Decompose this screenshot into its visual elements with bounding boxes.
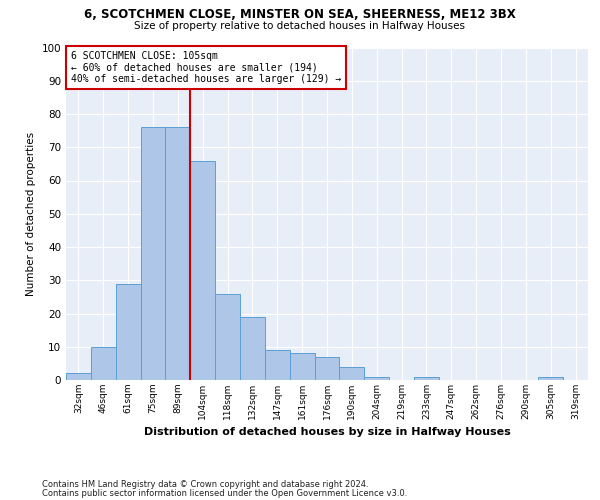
Bar	[140, 128, 166, 380]
Bar	[215, 294, 240, 380]
Text: Contains HM Land Registry data © Crown copyright and database right 2024.: Contains HM Land Registry data © Crown c…	[42, 480, 368, 489]
Text: Contains public sector information licensed under the Open Government Licence v3: Contains public sector information licen…	[42, 488, 407, 498]
Bar	[340, 366, 364, 380]
Y-axis label: Number of detached properties: Number of detached properties	[26, 132, 36, 296]
Bar	[91, 347, 116, 380]
Bar	[166, 128, 190, 380]
Bar	[265, 350, 290, 380]
X-axis label: Distribution of detached houses by size in Halfway Houses: Distribution of detached houses by size …	[143, 428, 511, 438]
Text: Size of property relative to detached houses in Halfway Houses: Size of property relative to detached ho…	[134, 21, 466, 31]
Bar	[190, 160, 215, 380]
Text: 6, SCOTCHMEN CLOSE, MINSTER ON SEA, SHEERNESS, ME12 3BX: 6, SCOTCHMEN CLOSE, MINSTER ON SEA, SHEE…	[84, 8, 516, 20]
Bar	[290, 354, 314, 380]
Text: 6 SCOTCHMEN CLOSE: 105sqm
← 60% of detached houses are smaller (194)
40% of semi: 6 SCOTCHMEN CLOSE: 105sqm ← 60% of detac…	[71, 51, 341, 84]
Bar	[364, 376, 389, 380]
Bar	[240, 317, 265, 380]
Bar	[414, 376, 439, 380]
Bar	[314, 356, 340, 380]
Bar	[538, 376, 563, 380]
Bar	[116, 284, 140, 380]
Bar	[66, 374, 91, 380]
